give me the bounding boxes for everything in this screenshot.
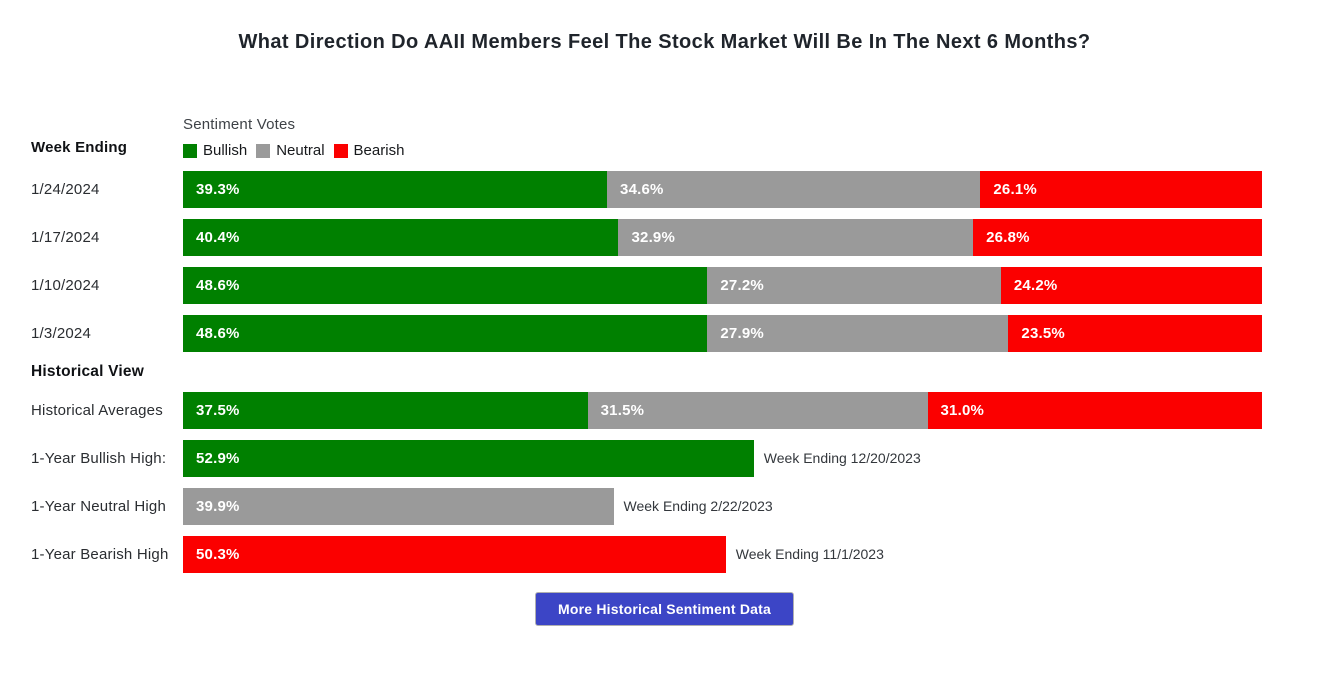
bullish-segment: 52.9%	[183, 440, 754, 477]
neutral-segment: 27.2%	[707, 267, 1001, 304]
bearish-swatch-icon	[333, 143, 348, 158]
bullish-value: 40.4%	[196, 229, 240, 246]
legend-label-bullish: Bullish	[203, 142, 248, 159]
week-ending-annotation: Week Ending 12/20/2023	[763, 450, 921, 466]
historical-averages-row: Historical Averages 37.5% 31.5% 31.0%	[31, 392, 1262, 429]
bullish-segment: 37.5%	[183, 392, 588, 429]
neutral-high-label: 1-Year Neutral High	[31, 498, 166, 515]
legend-items: Bullish Neutral Bearish	[183, 142, 413, 159]
neutral-value: 32.9%	[631, 229, 676, 246]
neutral-segment: 34.6%	[607, 171, 981, 208]
legend-label-bearish: Bearish	[353, 142, 405, 159]
sentiment-row-week-1: 1/24/2024 39.3% 34.6% 26.1%	[31, 171, 1262, 208]
bearish-value: 26.1%	[993, 181, 1037, 198]
neutral-value: 27.2%	[720, 277, 764, 294]
week-ending-header: Week Ending	[31, 139, 128, 156]
bearish-segment: 31.0%	[927, 392, 1262, 429]
neutral-value: 27.9%	[720, 325, 764, 342]
legend-label-neutral: Neutral	[276, 142, 325, 159]
page-title: What Direction Do AAII Members Feel The …	[238, 31, 1091, 53]
bearish-segment: 26.8%	[973, 219, 1263, 256]
stacked-bar: 39.3% 34.6% 26.1%	[183, 171, 1262, 208]
legend-item-neutral: Neutral	[256, 142, 325, 159]
bullish-segment: 48.6%	[183, 267, 708, 304]
week-date-label: 1/10/2024	[31, 277, 100, 294]
week-date-label: 1/3/2024	[31, 325, 91, 342]
week-ending-annotation: Week Ending 2/22/2023	[623, 498, 773, 514]
bullish-high-row: 1-Year Bullish High: 52.9% Week Ending 1…	[31, 440, 1262, 477]
neutral-high-value: 39.9%	[196, 498, 240, 515]
bullish-high-value: 52.9%	[196, 450, 240, 467]
neutral-value: 31.5%	[600, 402, 645, 419]
historical-averages-label: Historical Averages	[31, 402, 163, 419]
single-bar: 50.3% Week Ending 11/1/2023	[183, 536, 1262, 573]
legend-item-bullish: Bullish	[183, 142, 247, 159]
bullish-value: 48.6%	[196, 277, 240, 294]
stacked-bar: 48.6% 27.9% 23.5%	[183, 315, 1262, 352]
single-bar: 39.9% Week Ending 2/22/2023	[183, 488, 1262, 525]
bearish-segment: 24.2%	[1000, 267, 1262, 304]
bearish-segment: 50.3%	[183, 536, 726, 573]
aaii-sentiment-survey-widget: What Direction Do AAII Members Feel The …	[0, 30, 1329, 692]
bearish-high-row: 1-Year Bearish High 50.3% Week Ending 11…	[31, 536, 1262, 573]
chart-area: Week Ending Sentiment Votes Bullish Neut…	[31, 116, 1263, 573]
neutral-segment: 39.9%	[183, 488, 614, 525]
bullish-value: 37.5%	[196, 402, 240, 419]
bearish-high-value: 50.3%	[196, 546, 240, 563]
neutral-segment: 31.5%	[587, 392, 928, 429]
bearish-segment: 26.1%	[980, 171, 1262, 208]
bullish-high-label: 1-Year Bullish High:	[31, 450, 167, 467]
legend-item-bearish: Bearish	[333, 142, 405, 159]
neutral-segment: 27.9%	[707, 315, 1009, 352]
bearish-high-label: 1-Year Bearish High	[31, 546, 169, 563]
legend-title: Sentiment Votes	[183, 116, 296, 133]
bearish-segment: 23.5%	[1008, 315, 1262, 352]
bullish-segment: 48.6%	[183, 315, 708, 352]
stacked-bar: 37.5% 31.5% 31.0%	[183, 392, 1262, 429]
stacked-bar: 40.4% 32.9% 26.8%	[183, 219, 1263, 256]
bullish-value: 39.3%	[196, 181, 240, 198]
sentiment-row-week-4: 1/3/2024 48.6% 27.9% 23.5%	[31, 315, 1262, 352]
historical-view-header: Historical View	[31, 363, 144, 380]
sentiment-row-week-3: 1/10/2024 48.6% 27.2% 24.2%	[31, 267, 1262, 304]
sentiment-row-week-2: 1/17/2024 40.4% 32.9% 26.8%	[31, 219, 1263, 256]
more-historical-data-button[interactable]: More Historical Sentiment Data	[535, 592, 794, 626]
legend: Sentiment Votes Bullish Neutral Bearish	[183, 116, 413, 159]
stacked-bar: 48.6% 27.2% 24.2%	[183, 267, 1262, 304]
chart-header-row: Week Ending Sentiment Votes Bullish Neut…	[31, 116, 1262, 159]
neutral-high-row: 1-Year Neutral High 39.9% Week Ending 2/…	[31, 488, 1262, 525]
bearish-value: 31.0%	[940, 402, 985, 419]
single-bar: 52.9% Week Ending 12/20/2023	[183, 440, 1262, 477]
bearish-value: 24.2%	[1013, 277, 1058, 294]
bullish-segment: 40.4%	[183, 219, 619, 256]
bearish-value: 23.5%	[1021, 325, 1065, 342]
bullish-swatch-icon	[183, 143, 197, 158]
week-date-label: 1/24/2024	[31, 181, 100, 198]
week-ending-annotation: Week Ending 11/1/2023	[735, 546, 884, 562]
button-container: More Historical Sentiment Data	[0, 592, 1329, 626]
bullish-value: 48.6%	[196, 325, 240, 342]
bullish-segment: 39.3%	[183, 171, 608, 208]
week-date-label: 1/17/2024	[31, 229, 100, 246]
neutral-segment: 32.9%	[618, 219, 974, 256]
neutral-value: 34.6%	[620, 181, 664, 198]
bearish-value: 26.8%	[986, 229, 1030, 246]
neutral-swatch-icon	[256, 143, 271, 158]
